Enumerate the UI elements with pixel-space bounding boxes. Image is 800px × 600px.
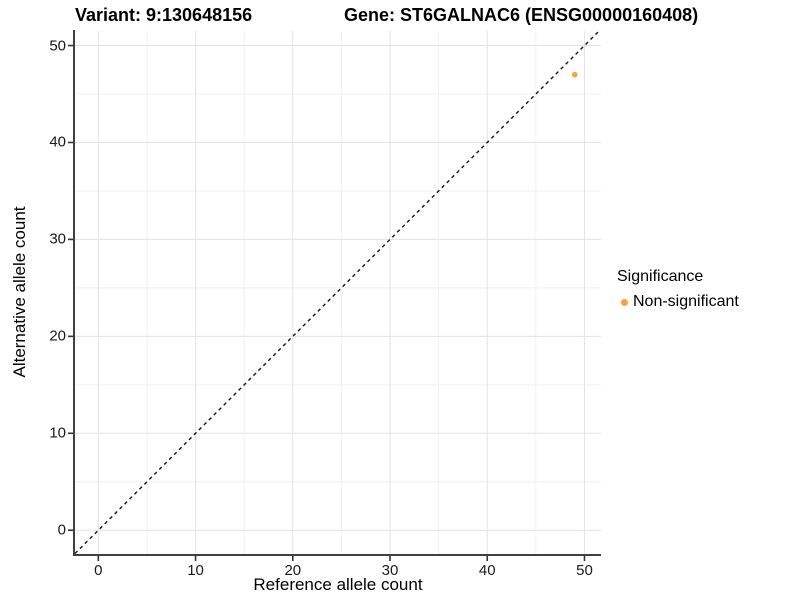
variant-title: Variant: 9:130648156	[75, 5, 253, 25]
x-tick-label: 40	[478, 562, 496, 579]
y-tick-label: 30	[49, 230, 66, 248]
x-tick-label: 50	[576, 562, 593, 579]
gene-title: Gene: ST6GALNAC6 (ENSG00000160408)	[344, 5, 699, 25]
y-tick-label: 0	[57, 521, 66, 539]
legend: Significance Non-significant	[617, 268, 739, 311]
x-tick-label: 30	[381, 562, 399, 579]
legend-item-non-significant: Non-significant	[617, 293, 739, 311]
x-tick-label: 0	[94, 562, 103, 579]
y-tick-label: 10	[49, 424, 66, 442]
legend-title: Significance	[617, 268, 704, 285]
x-axis-title: Reference allele count	[253, 575, 423, 594]
y-tick-label: 20	[49, 327, 66, 345]
legend-item-label: Non-significant	[633, 293, 739, 310]
identity-dashed-line	[74, 30, 600, 555]
y-tick-label: 50	[49, 37, 66, 55]
legend-point-icon	[621, 298, 628, 306]
y-axis-title: Alternative allele count	[10, 206, 29, 378]
x-tick-label: 20	[284, 562, 302, 579]
y-tick-label: 40	[49, 133, 66, 151]
x-tick-label: 10	[187, 562, 204, 579]
data-point	[571, 71, 578, 78]
